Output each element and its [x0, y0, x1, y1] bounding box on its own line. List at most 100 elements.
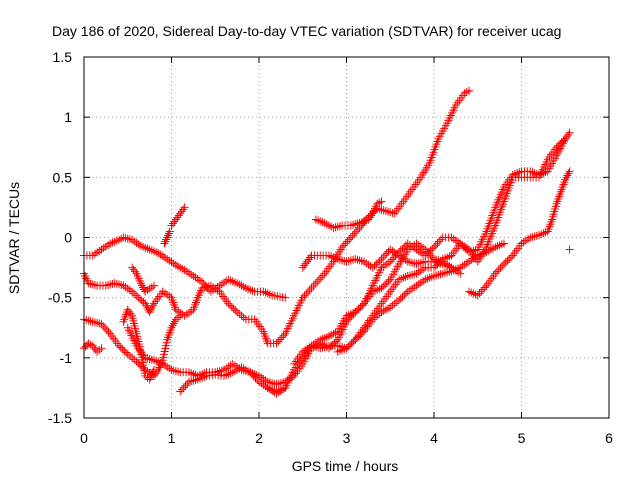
- data-point: [306, 253, 315, 262]
- data-point: [167, 221, 176, 230]
- data-point: [253, 375, 262, 384]
- data-point: [473, 291, 482, 300]
- data-point: [101, 323, 109, 332]
- data-point: [354, 332, 363, 341]
- data-point: [235, 309, 244, 318]
- data-point: [300, 261, 309, 270]
- data-series: [80, 233, 290, 302]
- data-point: [118, 345, 127, 354]
- data-point: [437, 235, 445, 244]
- data-point: [424, 249, 433, 258]
- data-point: [377, 205, 386, 214]
- data-point: [160, 239, 169, 248]
- data-point: [500, 259, 508, 268]
- data-point: [379, 253, 388, 262]
- data-point: [477, 287, 486, 296]
- data-point: [249, 372, 258, 381]
- data-point: [131, 267, 140, 276]
- y-axis-title: SDTVAR / TECUs: [6, 182, 22, 294]
- data-point: [431, 241, 440, 250]
- data-point: [402, 289, 410, 298]
- data-point: [171, 215, 180, 224]
- data-point: [281, 293, 290, 302]
- data-point: [353, 306, 361, 315]
- data-point: [128, 287, 137, 296]
- data-point: [174, 211, 183, 220]
- data-point: [134, 359, 143, 368]
- data-point: [123, 305, 132, 314]
- data-point: [164, 231, 172, 240]
- data-point: [379, 206, 388, 215]
- data-point: [400, 291, 409, 300]
- data-point: [341, 239, 350, 248]
- data-point: [298, 263, 307, 272]
- data-point: [398, 244, 407, 253]
- data-point: [351, 308, 360, 317]
- data-point: [173, 213, 182, 222]
- data-point: [301, 259, 310, 268]
- data-point: [379, 282, 388, 291]
- data-point: [435, 237, 444, 246]
- data-point: [354, 304, 363, 313]
- data-point: [368, 263, 377, 272]
- data-point: [344, 256, 353, 265]
- data-point: [552, 143, 561, 152]
- data-point: [443, 253, 452, 262]
- data-point: [170, 317, 179, 326]
- data-point: [304, 255, 313, 264]
- data-point: [125, 307, 134, 316]
- data-point: [405, 258, 414, 267]
- data-point: [475, 289, 484, 298]
- data-point: [177, 207, 186, 216]
- data-point: [217, 366, 226, 375]
- data-point: [231, 306, 240, 315]
- data-point: [132, 291, 141, 300]
- data-point: [344, 342, 353, 351]
- y-tick-label: 1.5: [53, 49, 73, 65]
- data-series: [298, 245, 456, 272]
- data-point: [165, 227, 174, 236]
- data-point: [554, 141, 563, 150]
- data-point: [140, 285, 149, 294]
- data-point: [388, 208, 397, 217]
- data-point: [565, 167, 574, 176]
- data-point: [335, 222, 344, 231]
- data-point: [274, 337, 283, 346]
- data-point: [414, 259, 423, 268]
- data-point: [150, 281, 158, 290]
- data-point: [440, 268, 449, 277]
- data-point: [528, 232, 537, 241]
- data-point: [396, 246, 405, 255]
- data-point: [561, 175, 570, 184]
- data-point: [563, 171, 572, 180]
- data-point: [372, 260, 381, 269]
- data-point: [462, 87, 471, 96]
- data-point: [145, 308, 154, 317]
- data-point: [298, 293, 307, 302]
- data-point: [227, 303, 236, 312]
- data-point: [430, 243, 438, 252]
- x-tick-label: 2: [255, 430, 263, 446]
- data-point: [102, 325, 111, 334]
- data-point: [332, 337, 340, 346]
- data-point: [565, 128, 574, 137]
- data-point: [309, 281, 318, 290]
- data-point: [181, 381, 190, 390]
- data-point: [412, 259, 421, 268]
- data-point: [346, 340, 354, 349]
- data-point: [356, 303, 365, 312]
- data-point: [398, 292, 407, 301]
- data-point: [125, 235, 134, 244]
- data-point: [139, 283, 148, 292]
- data-series: [80, 311, 185, 380]
- data-point: [163, 233, 172, 242]
- data-point: [382, 249, 391, 258]
- data-point: [110, 279, 119, 288]
- data-point: [562, 132, 571, 141]
- data-point: [353, 334, 361, 343]
- data-point: [274, 379, 283, 388]
- data-point: [176, 311, 185, 320]
- data-point: [237, 311, 246, 320]
- data-point: [130, 289, 139, 298]
